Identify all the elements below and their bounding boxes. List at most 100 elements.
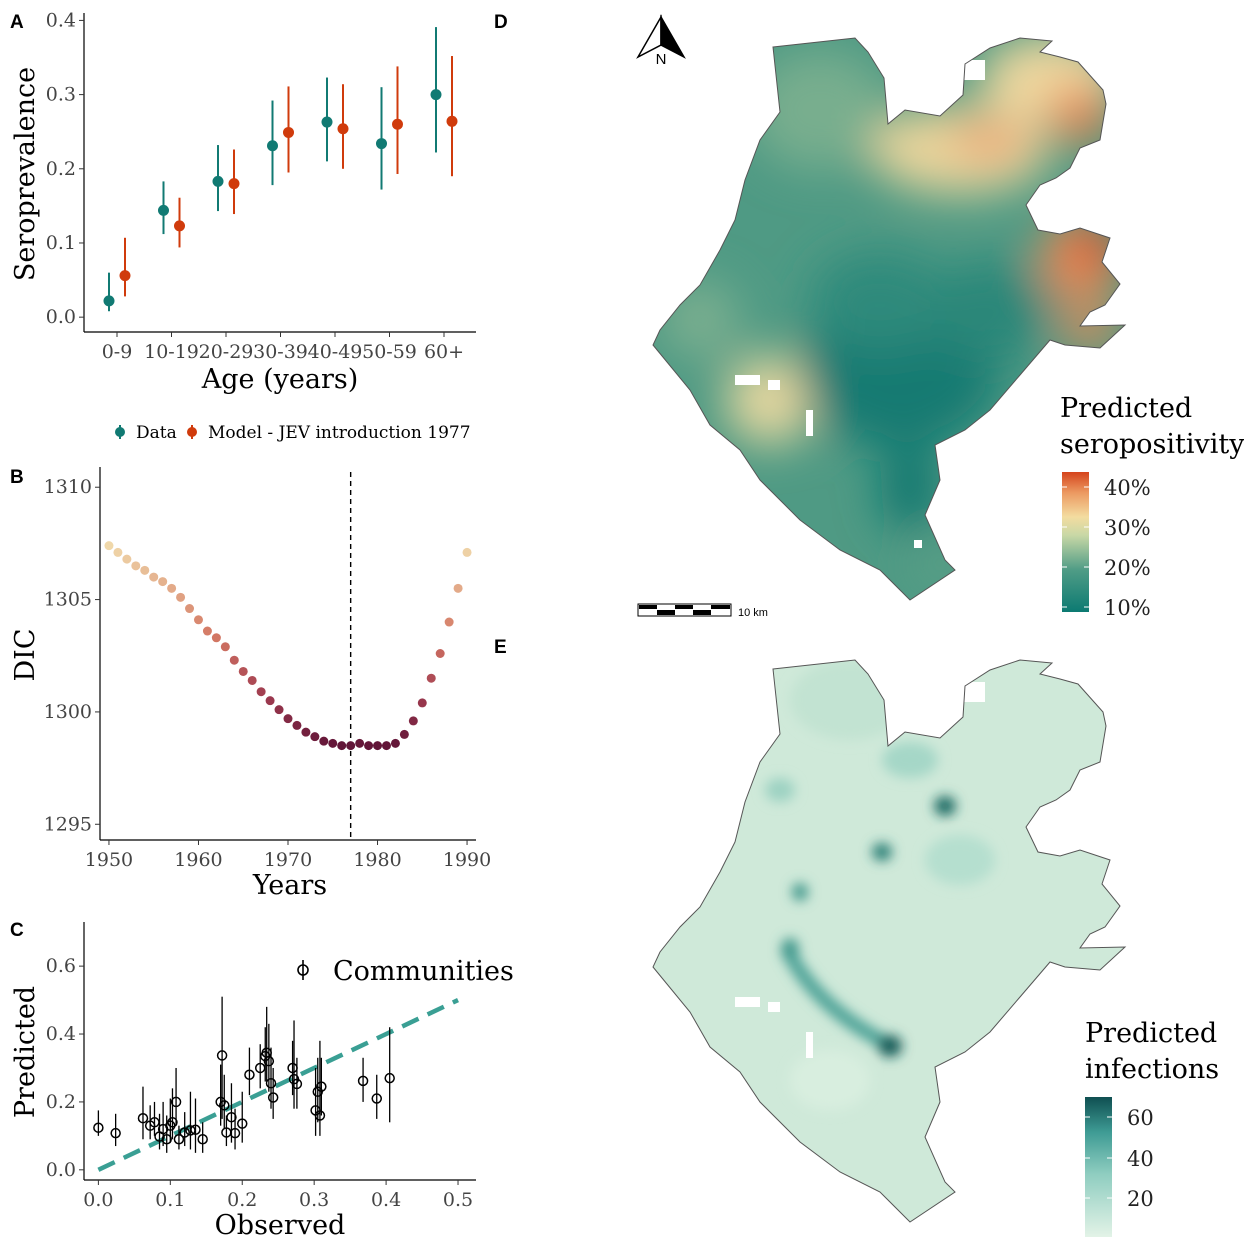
panel-b-point xyxy=(122,554,132,564)
panel-c-point xyxy=(384,1072,395,1084)
panel-c-point xyxy=(291,1078,303,1090)
panel-a-x-tick-label: 60+ xyxy=(424,341,464,363)
panel-b-point xyxy=(149,572,159,582)
panel-a-x-tick-label: 50-59 xyxy=(362,341,417,363)
panel-a-x-tick-label: 10-19 xyxy=(144,341,199,363)
panel-a-y-tick-label: 0.4 xyxy=(46,9,76,31)
panel-letter-b: B xyxy=(10,467,24,488)
panel-c-y-axis-title: Predicted xyxy=(10,986,41,1118)
panel-b-point xyxy=(408,716,418,726)
panel-e-legend-title-line-2: infections xyxy=(1085,1054,1219,1085)
panel-c-x-tick-label: 0.3 xyxy=(299,1189,329,1211)
panel-a-point xyxy=(119,270,131,282)
north-arrow-icon: N xyxy=(636,14,686,68)
panel-b-point xyxy=(390,738,400,748)
panel-e-colorbar: Predicted infections 60 40 20 xyxy=(1085,1018,1219,1237)
panel-b-point xyxy=(256,687,266,697)
panel-b-point xyxy=(185,604,195,614)
panel-d-colorbar-tick: 20% xyxy=(1104,556,1151,580)
panel-c-point xyxy=(219,1100,230,1111)
panel-a-point xyxy=(283,126,294,138)
panel-c-chart: 0.00.20.40.60.0 0.1 0.2 0.3 0.4 0.5 Observed … xyxy=(10,922,514,1240)
panel-b-x-tick-label: 1960 xyxy=(174,849,222,871)
panel-b-point xyxy=(113,547,123,557)
panel-b-point xyxy=(310,732,320,742)
panel-c-point xyxy=(161,1134,172,1145)
panel-b-chart: 1295 1300 1305 1310 1950 1960 1970 1980 1990 Yea… xyxy=(10,467,491,901)
panel-e-legend-title-line-1: Predicted xyxy=(1085,1018,1217,1049)
panel-c-x-axis-title: Observed xyxy=(215,1210,346,1240)
panel-c-y-tick-label: 0.6 xyxy=(46,955,76,977)
panel-c-y-tick-label: 0.4 xyxy=(46,1023,76,1045)
panel-c-point xyxy=(110,1127,121,1139)
panel-a-y-tick-label: 0.3 xyxy=(46,84,76,106)
panel-b-point xyxy=(193,615,203,625)
panel-b-point xyxy=(364,741,374,751)
panel-d-colorbar-ramp xyxy=(1062,472,1089,612)
panel-c-point xyxy=(215,1096,226,1108)
panel-b-x-axis-title: Years xyxy=(252,870,327,901)
panel-b-point xyxy=(104,541,114,551)
panel-b-point xyxy=(167,583,177,593)
panel-c-point xyxy=(226,1111,237,1123)
panel-b-point xyxy=(292,720,302,730)
panel-b-point xyxy=(131,561,141,571)
panel-b-point xyxy=(220,642,230,652)
panel-a-x-tick-label: 0-9 xyxy=(102,341,133,363)
panel-b-point xyxy=(373,741,383,751)
panel-b-y-tick-label: 1295 xyxy=(44,813,92,835)
panel-d-colorbar: Predicted seropositivity 40% 30% 20% 10% xyxy=(1060,393,1244,620)
panel-e-colorbar-tick: 40 xyxy=(1127,1147,1154,1171)
panel-a-x-tick-label: 20-29 xyxy=(199,341,254,363)
panel-a-point xyxy=(228,178,240,190)
panel-b-point xyxy=(158,577,168,587)
panel-e-colorbar-tick: 60 xyxy=(1127,1106,1154,1130)
panel-b-point xyxy=(140,565,150,575)
panel-b-point xyxy=(337,741,347,751)
panel-c-point xyxy=(179,1127,190,1138)
panel-a-point xyxy=(446,115,458,127)
panel-c-y-tick-label: 0.0 xyxy=(46,1159,76,1181)
panel-c-point xyxy=(357,1075,369,1087)
panel-b-point xyxy=(176,592,186,602)
panel-a-point xyxy=(174,220,185,232)
panel-b-point xyxy=(238,666,248,676)
panel-a-y-tick-label: 0.1 xyxy=(46,232,76,254)
panel-c-y-tick-label: 0.2 xyxy=(46,1091,76,1113)
legend-communities-marker xyxy=(297,964,309,976)
panel-a-point xyxy=(103,295,115,307)
panel-a-point xyxy=(392,118,403,130)
panel-b-point xyxy=(444,617,454,627)
panel-d-colorbar-tick: 30% xyxy=(1104,516,1151,540)
panel-c-point xyxy=(216,1050,228,1061)
panel-c-point xyxy=(170,1096,182,1108)
panel-b-point xyxy=(381,741,391,751)
panel-letter-a: A xyxy=(10,12,24,33)
panel-c-point xyxy=(267,1092,279,1103)
panel-a-point xyxy=(376,138,387,150)
panel-b-x-tick-label: 1990 xyxy=(443,849,491,871)
panel-b-point xyxy=(328,738,338,748)
panel-a-point xyxy=(158,204,169,216)
panel-c-point xyxy=(173,1134,185,1145)
panel-b-point xyxy=(435,649,445,658)
panel-b-point xyxy=(211,633,221,643)
panel-a-y-axis-title: Seroprevalence xyxy=(10,67,41,281)
panel-b-point xyxy=(426,673,436,683)
legend-communities-label: Communities xyxy=(333,956,514,987)
panel-c-legend: Communities xyxy=(297,956,514,987)
panel-d-legend-title-line-2: seropositivity xyxy=(1060,429,1244,460)
panel-d-colorbar-tick: 40% xyxy=(1104,476,1151,500)
panel-c-point xyxy=(236,1118,248,1129)
panel-b-point xyxy=(399,729,409,739)
panel-a-point xyxy=(212,175,224,187)
panel-b-point xyxy=(247,675,257,685)
panel-b-y-tick-label: 1300 xyxy=(44,701,92,723)
panel-c-x-tick-label: 0.5 xyxy=(443,1189,473,1211)
scale-bar-label: 10 km xyxy=(738,607,768,619)
panel-b-point xyxy=(274,705,284,715)
panel-b-x-tick-label: 1980 xyxy=(353,849,401,871)
panel-c-x-tick-label: 0.0 xyxy=(83,1189,113,1211)
panel-b-point xyxy=(319,736,329,746)
panel-b-point xyxy=(453,583,463,593)
